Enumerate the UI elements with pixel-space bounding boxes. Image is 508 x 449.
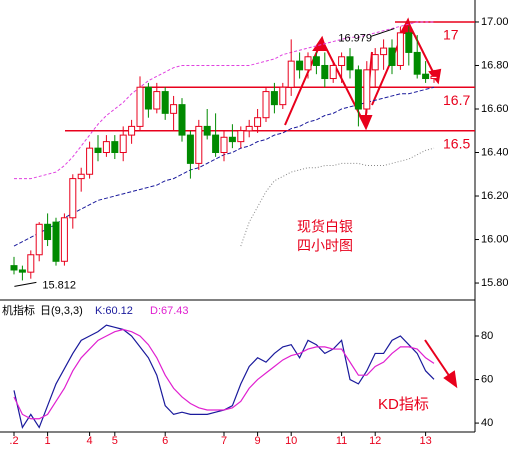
candle-body bbox=[279, 86, 287, 106]
kd-annotation: KD指标 bbox=[378, 396, 429, 413]
legend-k: K:60.12 bbox=[95, 305, 133, 317]
candle-body bbox=[304, 56, 312, 71]
y-tick-label: 16.20 bbox=[481, 190, 508, 202]
leader bbox=[370, 28, 395, 38]
y-tick-label: 16.60 bbox=[481, 103, 508, 115]
kd-title: 机指标 bbox=[2, 303, 35, 317]
candle-body bbox=[422, 73, 430, 80]
candle-body bbox=[254, 117, 262, 127]
candle-body bbox=[270, 91, 278, 106]
candle-body bbox=[153, 91, 161, 110]
low-label: 15.812 bbox=[42, 279, 76, 291]
candle-body bbox=[186, 134, 194, 164]
candle-body bbox=[77, 173, 85, 180]
candle-body bbox=[212, 134, 220, 154]
candle-body bbox=[178, 104, 186, 136]
candle-body bbox=[144, 86, 152, 110]
y-tick-label: 16.00 bbox=[481, 233, 508, 245]
candle-body bbox=[94, 147, 102, 154]
candle-body bbox=[128, 125, 136, 136]
legend-d: D:67.43 bbox=[150, 305, 189, 317]
y-tick-label: 40 bbox=[481, 417, 493, 429]
level-label: 17 bbox=[443, 27, 459, 43]
candle-body bbox=[296, 60, 304, 71]
candle-body bbox=[346, 56, 354, 71]
x-tick-label: 10 bbox=[285, 435, 297, 447]
candle-body bbox=[60, 217, 68, 262]
note: 现货白银 bbox=[297, 219, 353, 235]
arrow-head bbox=[358, 115, 373, 131]
x-tick-label: 7 bbox=[221, 435, 227, 447]
candle-body bbox=[396, 32, 404, 66]
candle-body bbox=[170, 104, 178, 114]
candle-body bbox=[69, 178, 77, 219]
candle-body bbox=[338, 56, 346, 66]
candle-body bbox=[363, 69, 371, 110]
y-tick-label: 80 bbox=[481, 330, 493, 342]
candle-body bbox=[18, 269, 26, 273]
high-label: 16.979 bbox=[338, 32, 372, 44]
x-tick-label: 13 bbox=[419, 435, 431, 447]
overlay-line bbox=[14, 21, 434, 180]
x-tick-label: 4 bbox=[87, 435, 93, 447]
candle-body bbox=[220, 136, 228, 154]
candle-body bbox=[102, 141, 110, 154]
candle-body bbox=[245, 125, 253, 132]
candle-body bbox=[321, 64, 329, 80]
candle-body bbox=[388, 47, 396, 66]
y-tick-label: 17.00 bbox=[481, 16, 508, 28]
candle-body bbox=[35, 223, 43, 256]
candle-body bbox=[262, 91, 270, 119]
y-tick-label: 60 bbox=[481, 373, 493, 385]
candle-body bbox=[430, 75, 438, 80]
y-tick-label: 16.40 bbox=[481, 146, 508, 158]
candle-body bbox=[312, 56, 320, 66]
candle-body bbox=[44, 223, 52, 241]
arrow-head bbox=[443, 370, 458, 389]
candle-body bbox=[287, 60, 295, 88]
kd-params: 日(9,3,3) bbox=[40, 305, 83, 317]
candle-body bbox=[329, 64, 337, 80]
candle-body bbox=[237, 130, 245, 143]
candle-body bbox=[27, 254, 35, 273]
candle-body bbox=[86, 147, 94, 175]
candle-body bbox=[354, 69, 362, 110]
kd-arrow bbox=[424, 339, 453, 381]
candle-body bbox=[195, 125, 203, 164]
level-label: 16.7 bbox=[443, 92, 470, 108]
x-tick-label: 12 bbox=[369, 435, 381, 447]
candle-body bbox=[119, 134, 127, 154]
kd-line bbox=[13, 328, 435, 420]
candle-body bbox=[136, 86, 144, 127]
candle-body bbox=[10, 265, 18, 271]
candle-body bbox=[380, 47, 388, 56]
x-tick-label: 5 bbox=[112, 435, 118, 447]
x-tick-label: 1 bbox=[45, 435, 51, 447]
candle-body bbox=[111, 141, 119, 154]
candle-body bbox=[52, 221, 60, 262]
candle-body bbox=[413, 51, 421, 75]
note: 四小时图 bbox=[297, 238, 353, 254]
candle-body bbox=[371, 54, 379, 71]
candle-body bbox=[228, 136, 236, 143]
leader bbox=[14, 281, 37, 287]
y-tick-label: 16.80 bbox=[481, 59, 508, 71]
x-tick-label: 9 bbox=[255, 435, 261, 447]
candle-body bbox=[161, 91, 169, 114]
x-tick-label: 6 bbox=[162, 435, 168, 447]
x-tick-label: 11 bbox=[336, 435, 347, 447]
y-tick-label: 15.80 bbox=[481, 277, 508, 289]
candle-body bbox=[405, 32, 413, 53]
level-label: 16.5 bbox=[443, 135, 470, 151]
candle-body bbox=[203, 125, 211, 136]
x-tick-label: .2 bbox=[9, 435, 18, 447]
